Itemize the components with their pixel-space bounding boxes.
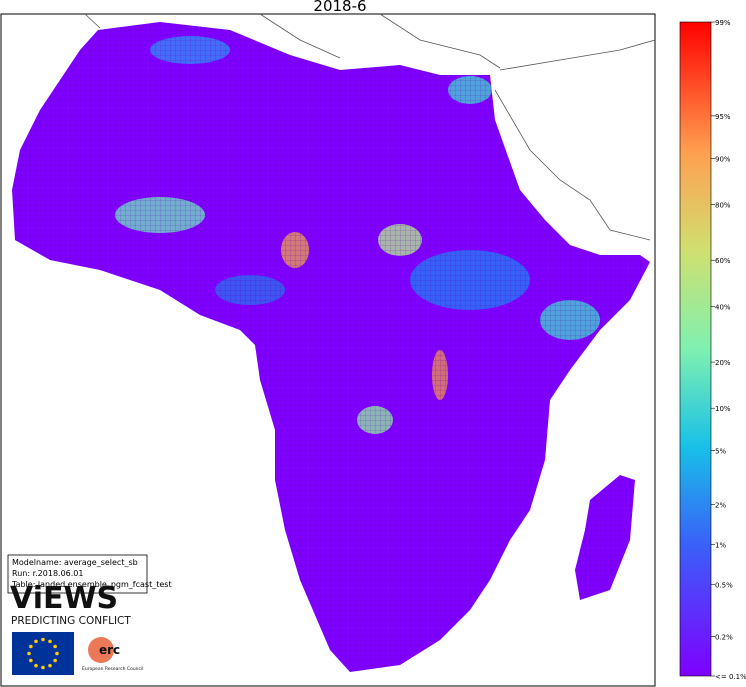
colorbar [679, 21, 712, 677]
eu-star [34, 663, 38, 668]
colorbar-tick-label: 2% [715, 502, 726, 510]
colorbar-tick-label: 60% [715, 257, 731, 265]
eu-star [29, 658, 33, 663]
info-line: Run: r.2018.06.01 [12, 569, 83, 578]
eu-star [34, 639, 38, 644]
map-title: 2018-6 [313, 0, 366, 15]
eu-star [27, 651, 31, 656]
colorbar-tick-label: 0.5% [715, 581, 733, 589]
eu-star [53, 644, 57, 649]
logo-tagline: PREDICTING CONFLICT [11, 615, 131, 627]
eu-star [48, 639, 52, 644]
erc-caption: European Research Council [82, 666, 144, 672]
coastlines [84, 13, 656, 241]
africa [12, 22, 650, 672]
colorbar-tick-label: 0.2% [715, 634, 733, 642]
eu-star [53, 658, 57, 663]
eu-star [55, 651, 59, 656]
colorbar-tick-label: 90% [715, 155, 731, 163]
colorbar-tick-label: 80% [715, 201, 731, 209]
eu-stars [27, 637, 59, 670]
colorbar-tick-label: 10% [715, 405, 731, 413]
info-line: Table: landed.ensemble_pgm_fcast_test [11, 580, 172, 589]
eu-star [48, 663, 52, 668]
info-line: Modelname: average_select_sb [12, 558, 138, 567]
erc-logo: erc [99, 643, 120, 657]
eu-star [29, 644, 33, 649]
eu-star [41, 637, 45, 642]
erc-emblem [88, 637, 114, 663]
logo-name: ViEWS [10, 581, 118, 616]
info-box [7, 554, 148, 594]
colorbar-tick-label: 40% [715, 303, 731, 311]
colorbar-tick-label: 99% [715, 19, 731, 27]
colorbar-ticks: 99% 95% 90% 80% 60% 40% 20% 10% 5% 2% 1% 0.5% 0.2% <=… [711, 19, 746, 681]
colorbar-tick-label: 5% [715, 448, 726, 456]
colorbar-tick-label: 95% [715, 113, 731, 121]
colorbar-tick-label: 1% [715, 542, 726, 550]
colorbar-tick-label: <= 0.1% [715, 673, 746, 681]
colorbar-tick-label: 20% [715, 359, 731, 367]
eu-star [41, 665, 45, 670]
